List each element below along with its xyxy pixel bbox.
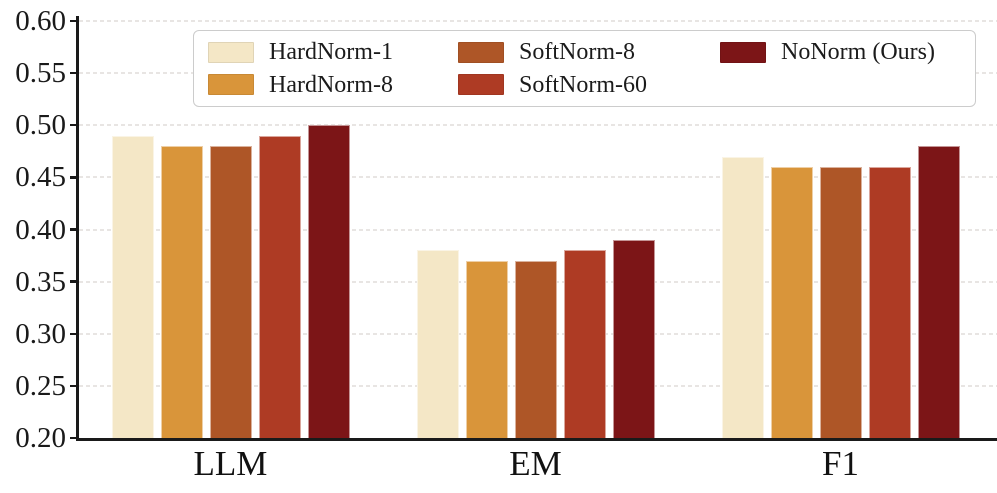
legend-item-softnorm-60: SoftNorm-60	[458, 71, 720, 99]
bar-softnorm-8-f1	[819, 166, 862, 438]
bar-hardnorm-1-em	[416, 250, 459, 438]
bar-hardnorm-8-f1	[770, 166, 813, 438]
x-axis-spine	[76, 438, 997, 441]
legend-item-hardnorm-8: HardNorm-8	[208, 71, 458, 99]
y-tick-mark-0.35	[70, 280, 78, 283]
legend-swatch-softnorm-8	[458, 41, 504, 63]
y-tick-mark-0.60	[70, 19, 78, 23]
bar-hardnorm-8-llm	[160, 146, 203, 438]
y-tick-label-0.55: 0.55	[15, 57, 66, 90]
x-category-label-em: EM	[509, 444, 562, 483]
legend-label-softnorm-8: SoftNorm-8	[519, 39, 635, 66]
legend-swatch-nonorm-ours	[720, 41, 766, 63]
legend-item-nonorm-ours: NoNorm (Ours)	[720, 38, 969, 66]
y-tick-label-0.30: 0.30	[15, 317, 66, 350]
bar-softnorm-60-em	[563, 250, 606, 438]
legend-label-hardnorm-8: HardNorm-8	[269, 71, 393, 98]
bar-softnorm-8-llm	[209, 146, 252, 438]
bar-nonorm-ours-f1	[917, 146, 960, 438]
y-tick-mark-0.45	[70, 176, 78, 179]
y-tick-mark-0.40	[70, 228, 78, 231]
gridline-0.45	[79, 176, 997, 179]
y-tick-mark-0.20	[70, 436, 78, 440]
y-tick-label-0.40: 0.40	[15, 213, 66, 246]
legend-label-hardnorm-1: HardNorm-1	[269, 39, 393, 66]
legend-label-softnorm-60: SoftNorm-60	[519, 71, 647, 98]
y-tick-label-0.50: 0.50	[15, 109, 66, 142]
bar-hardnorm-1-llm	[111, 135, 154, 438]
y-axis-spine	[76, 16, 79, 441]
legend-swatch-softnorm-60	[458, 74, 504, 96]
gridline-0.40	[79, 228, 997, 231]
legend: HardNorm-1 HardNorm-8 SoftNorm-8 SoftNorm-6…	[193, 30, 976, 107]
legend-grid: HardNorm-1 HardNorm-8 SoftNorm-8 SoftNorm-6…	[194, 31, 975, 106]
bar-nonorm-ours-em	[612, 239, 655, 438]
bar-nonorm-ours-llm	[307, 125, 350, 438]
y-tick-mark-0.30	[70, 332, 78, 335]
gridline-0.60	[79, 20, 997, 22]
y-tick-label-0.60: 0.60	[15, 5, 66, 37]
bar-softnorm-60-f1	[868, 166, 911, 438]
gridline-0.50	[79, 124, 997, 127]
bar-softnorm-8-em	[514, 260, 557, 438]
legend-label-nonorm-ours: NoNorm (Ours)	[781, 39, 935, 66]
bar-hardnorm-8-em	[465, 260, 508, 438]
y-tick-label-0.20: 0.20	[15, 422, 66, 454]
y-tick-mark-0.55	[70, 71, 78, 75]
y-tick-label-0.45: 0.45	[15, 161, 66, 194]
y-tick-label-0.35: 0.35	[15, 265, 66, 298]
legend-swatch-hardnorm-8	[208, 74, 254, 96]
bar-hardnorm-1-f1	[721, 156, 764, 438]
x-category-label-f1: F1	[822, 444, 859, 483]
legend-swatch-hardnorm-1	[208, 41, 254, 63]
x-category-label-llm: LLM	[193, 444, 268, 483]
y-tick-label-0.25: 0.25	[15, 369, 66, 402]
y-tick-mark-0.50	[70, 124, 78, 127]
y-tick-mark-0.25	[70, 384, 78, 388]
legend-item-softnorm-8: SoftNorm-8	[458, 38, 720, 66]
bar-softnorm-60-llm	[258, 135, 301, 438]
legend-item-hardnorm-1: HardNorm-1	[208, 38, 458, 66]
